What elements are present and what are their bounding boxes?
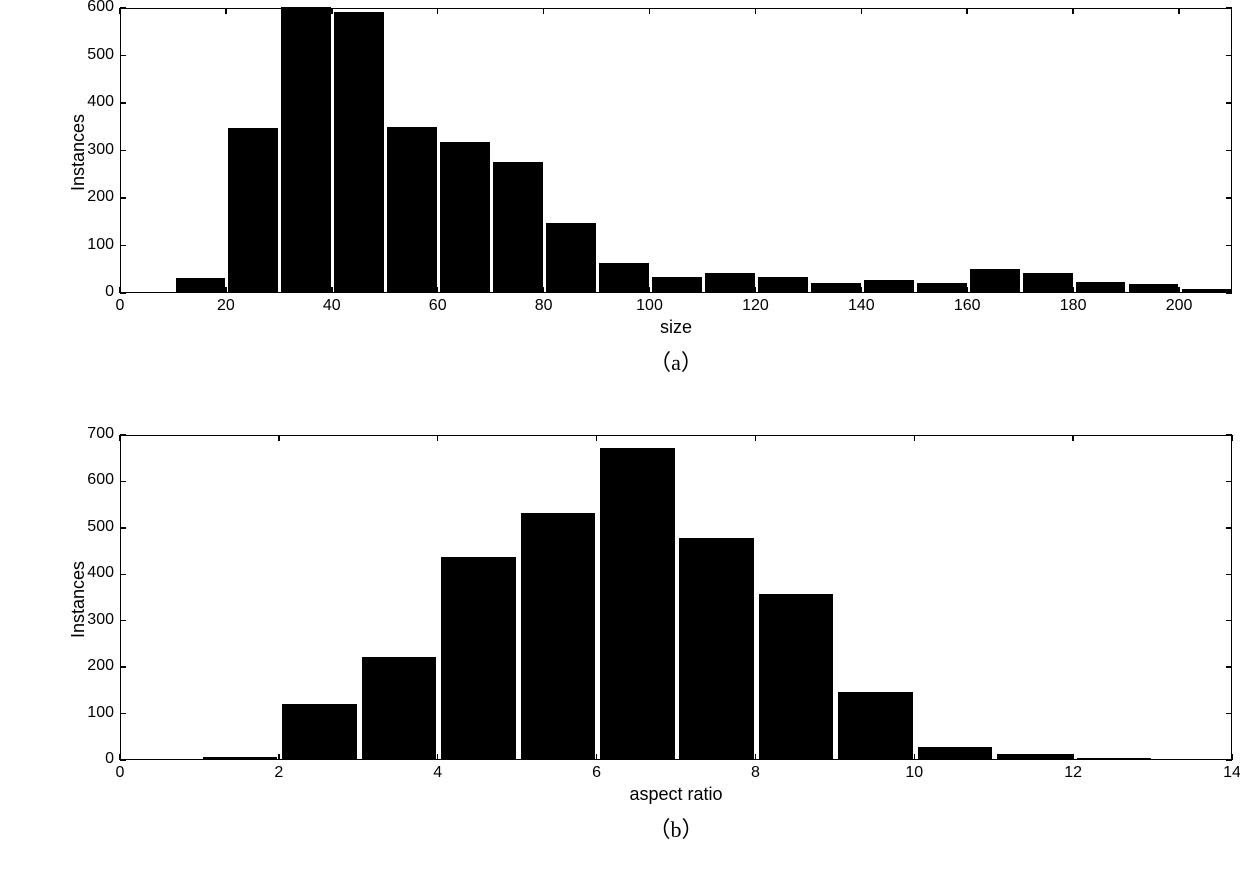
ytick-label: 200: [87, 657, 114, 675]
ytick-mark: [1226, 150, 1232, 152]
chart-b-plot-area: [120, 435, 1232, 760]
bar: [679, 538, 754, 759]
ytick-mark: [120, 713, 126, 715]
xtick-mark: [1072, 435, 1074, 441]
ytick-mark: [1226, 102, 1232, 104]
ytick-mark: [1226, 7, 1232, 9]
ytick-mark: [1226, 620, 1232, 622]
xtick-mark: [1231, 754, 1233, 760]
xtick-mark: [755, 435, 757, 441]
ytick-label: 100: [87, 704, 114, 722]
ytick-label: 700: [87, 425, 114, 443]
bar: [997, 754, 1072, 759]
chart-b-bars: [121, 436, 1231, 759]
ytick-mark: [1226, 713, 1232, 715]
xtick-mark: [119, 754, 121, 760]
ytick-mark: [120, 574, 126, 576]
ytick-mark: [1226, 481, 1232, 483]
bar: [838, 692, 913, 759]
bar: [759, 594, 834, 759]
xtick-label: 14: [1212, 764, 1240, 782]
xtick-mark: [437, 435, 439, 441]
xtick-mark: [278, 754, 280, 760]
ytick-mark: [1226, 666, 1232, 668]
bar: [282, 704, 357, 759]
ytick-mark: [120, 620, 126, 622]
ytick-mark: [1226, 245, 1232, 247]
ytick-mark: [1226, 197, 1232, 199]
chart-b-ylabel: Instances: [68, 560, 89, 637]
bar: [362, 657, 437, 759]
xtick-label: 2: [259, 764, 299, 782]
bar: [521, 513, 596, 759]
chart-b-xlabel: aspect ratio: [120, 784, 1232, 805]
xtick-label: 4: [418, 764, 458, 782]
bar: [203, 757, 278, 759]
xtick-mark: [278, 435, 280, 441]
ytick-mark: [1226, 55, 1232, 57]
bar: [918, 747, 993, 759]
ytick-mark: [1226, 574, 1232, 576]
xtick-mark: [1072, 754, 1074, 760]
xtick-mark: [596, 435, 598, 441]
ytick-label: 400: [87, 564, 114, 582]
xtick-mark: [596, 754, 598, 760]
chart-b-subcaption: （b）: [120, 812, 1232, 844]
xtick-label: 8: [735, 764, 775, 782]
ytick-mark: [1226, 292, 1232, 294]
chart-b-panel: 0100200300400500600700 02468101214 Insta…: [40, 0, 1200, 873]
bar: [441, 557, 516, 759]
bar: [1077, 758, 1152, 759]
xtick-mark: [119, 435, 121, 441]
ytick-mark: [120, 666, 126, 668]
ytick-label: 600: [87, 471, 114, 489]
ytick-mark: [120, 481, 126, 483]
bar: [600, 448, 675, 759]
xtick-mark: [914, 435, 916, 441]
xtick-mark: [437, 754, 439, 760]
ytick-mark: [120, 434, 126, 436]
xtick-label: 10: [894, 764, 934, 782]
ytick-label: 500: [87, 518, 114, 536]
xtick-label: 12: [1053, 764, 1093, 782]
xtick-mark: [1231, 435, 1233, 441]
page: { "layout": { "page_width": 1240, "page_…: [0, 0, 1240, 873]
ytick-mark: [120, 759, 126, 761]
ytick-mark: [120, 527, 126, 529]
xtick-mark: [914, 754, 916, 760]
xtick-label: 6: [577, 764, 617, 782]
ytick-label: 300: [87, 611, 114, 629]
ytick-mark: [1226, 527, 1232, 529]
xtick-label: 0: [100, 764, 140, 782]
xtick-mark: [755, 754, 757, 760]
